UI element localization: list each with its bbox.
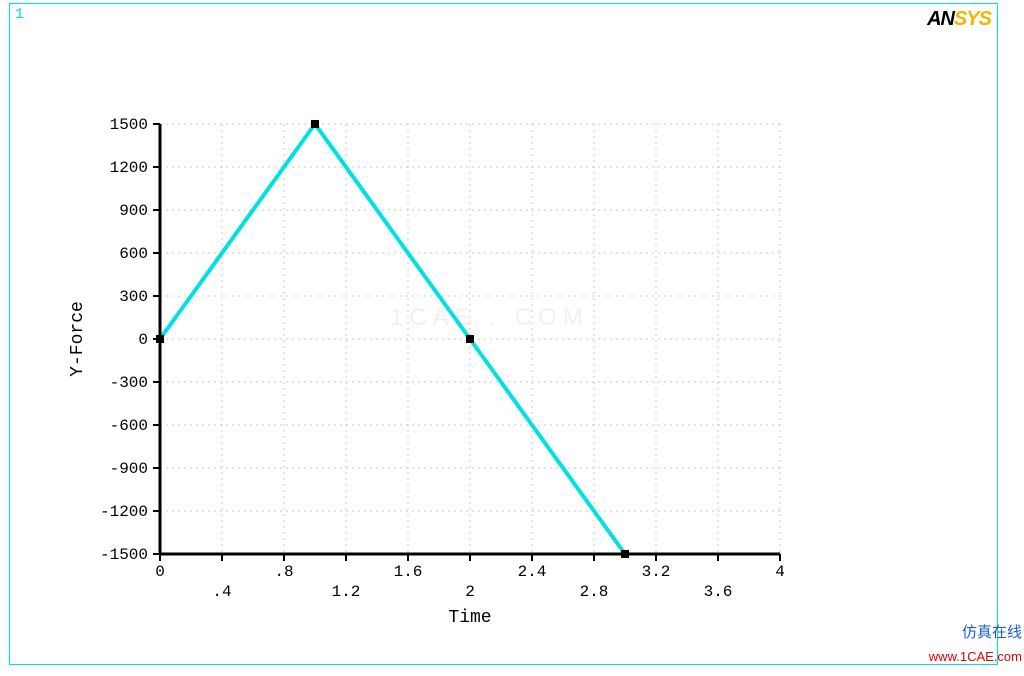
x-tick-label: 2 xyxy=(465,583,475,601)
x-tick-label: 1.2 xyxy=(332,583,361,601)
y-tick-label: -300 xyxy=(110,374,148,392)
y-tick-label: 0 xyxy=(138,331,148,349)
x-tick-label: 4 xyxy=(775,563,785,581)
side-cn-text: 仿真在线 xyxy=(962,621,1022,642)
x-tick-label: .8 xyxy=(274,563,293,581)
x-tick-label: 3.2 xyxy=(642,563,671,581)
y-tick-label: -600 xyxy=(110,417,148,435)
data-marker xyxy=(621,550,629,558)
y-tick-label: -1500 xyxy=(100,546,148,564)
x-tick-label: 2.4 xyxy=(518,563,547,581)
series-line xyxy=(160,124,625,554)
y-tick-label: -1200 xyxy=(100,503,148,521)
y-axis-label: Y-Force xyxy=(68,301,88,377)
x-axis-label: Time xyxy=(448,608,491,628)
x-tick-label: 0 xyxy=(155,563,165,581)
y-tick-label: 900 xyxy=(119,202,148,220)
data-marker xyxy=(156,335,164,343)
x-tick-label: 2.8 xyxy=(580,583,609,601)
data-marker xyxy=(311,120,319,128)
y-tick-label: 600 xyxy=(119,245,148,263)
x-tick-label: 1.6 xyxy=(394,563,423,581)
side-url-text: www.1CAE.com xyxy=(929,649,1022,664)
x-tick-label: 3.6 xyxy=(704,583,733,601)
force-time-chart: -1500 -1200 -900 -600 -300 0 300 600 900 1200 1500… xyxy=(10,4,997,664)
data-marker xyxy=(466,335,474,343)
outer-frame: 1 ANSYS 1CAE . COM -1500-1200-900-600-30… xyxy=(9,3,998,665)
x-tick-label: .4 xyxy=(212,583,231,601)
y-tick-label: 300 xyxy=(119,288,148,306)
y-tick-label: 1200 xyxy=(110,159,148,177)
y-tick-label: -900 xyxy=(110,460,148,478)
y-tick-label: 1500 xyxy=(110,116,148,134)
